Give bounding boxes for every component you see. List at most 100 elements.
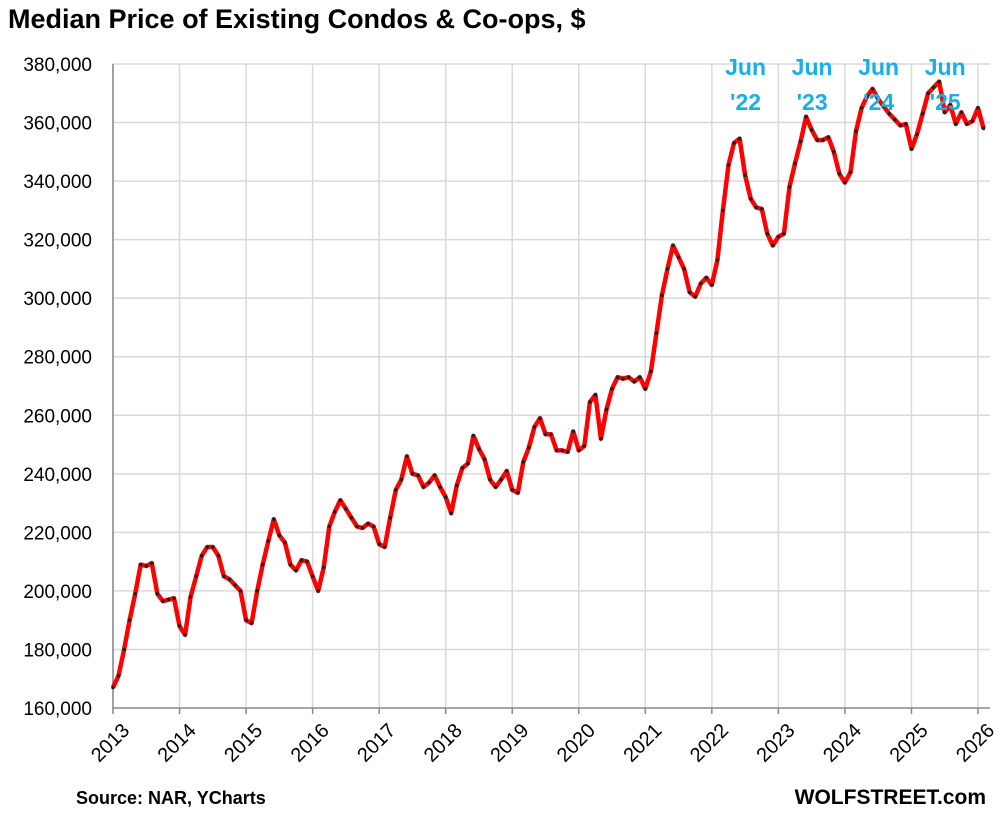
data-point [887, 112, 892, 116]
data-point [255, 589, 259, 593]
data-point [299, 558, 304, 562]
data-point [599, 436, 603, 441]
data-point [626, 375, 631, 380]
data-point [554, 448, 559, 453]
data-point [272, 517, 276, 521]
data-point [604, 407, 609, 412]
data-point [338, 498, 343, 503]
data-point [820, 138, 825, 142]
annotations: Jun '22 Jun '23 Jun '24 Jun '25 [725, 54, 966, 115]
data-point [194, 574, 198, 579]
data-point [809, 128, 814, 132]
data-point [865, 94, 869, 98]
data-point [660, 293, 664, 298]
data-point [283, 540, 287, 545]
data-point [410, 472, 415, 476]
data-point [593, 393, 598, 397]
data-point [743, 173, 747, 177]
data-point [848, 170, 853, 175]
x-tick-label: 2021 [619, 720, 666, 767]
data-point [266, 539, 271, 543]
y-tick-label: 360,000 [23, 114, 92, 135]
data-point [516, 491, 520, 495]
y-tick-label: 180,000 [23, 640, 92, 661]
data-point [926, 91, 930, 96]
data-point [870, 87, 875, 91]
y-tick-label: 320,000 [23, 231, 92, 252]
data-point [244, 618, 248, 622]
data-point [693, 294, 697, 299]
annotation-label: Jun [925, 54, 966, 80]
series-line [110, 79, 986, 689]
data-point [316, 589, 321, 593]
data-point [798, 139, 803, 144]
x-tick-label: 2017 [353, 720, 400, 767]
brand-watermark: WOLFSTREET.com [794, 786, 986, 809]
data-point [349, 515, 354, 520]
x-tick-label: 2024 [819, 720, 866, 767]
data-point [466, 461, 470, 466]
data-point [260, 562, 265, 567]
data-point [876, 97, 880, 101]
annotation-label: Jun [792, 54, 833, 80]
data-point [859, 106, 864, 110]
y-axis-tick-labels: 160,000 180,000 200,000 220,000 240,000 260,0… [23, 55, 92, 720]
data-point [222, 574, 226, 579]
data-point [565, 450, 570, 454]
data-point [394, 488, 398, 492]
data-point [482, 457, 487, 462]
data-point [615, 375, 620, 380]
data-point [333, 510, 337, 514]
annotation-label: '24 [863, 89, 894, 115]
data-point [443, 495, 448, 500]
data-point [183, 633, 187, 637]
y-tick-label: 260,000 [23, 406, 92, 427]
data-point [177, 624, 182, 628]
data-point [249, 621, 254, 625]
data-point [776, 234, 781, 239]
data-point [172, 596, 176, 600]
data-point [815, 138, 819, 142]
data-point [909, 147, 914, 151]
data-point [510, 488, 514, 492]
data-point [721, 208, 725, 213]
data-point [710, 283, 714, 287]
data-point [577, 448, 581, 453]
data-point [654, 331, 659, 336]
data-point [970, 119, 975, 123]
data-point [737, 136, 742, 141]
data-point [560, 448, 564, 453]
annotation-label: '25 [930, 89, 961, 115]
data-point [399, 477, 404, 482]
data-point [382, 545, 387, 549]
data-point [161, 599, 165, 603]
data-point [127, 618, 132, 622]
data-point [305, 559, 309, 564]
data-point [632, 379, 636, 384]
data-point [122, 647, 126, 652]
data-point [543, 432, 548, 437]
data-point [748, 196, 753, 201]
data-point [377, 542, 382, 546]
data-point [527, 445, 531, 450]
data-point [843, 180, 847, 185]
annotation-label: Jun [725, 54, 766, 80]
data-point [366, 521, 370, 526]
data-point [549, 432, 553, 437]
data-point [116, 674, 121, 678]
y-tick-label: 200,000 [23, 582, 92, 603]
data-point [471, 434, 476, 438]
data-point [931, 85, 936, 90]
data-point [321, 565, 326, 570]
data-point [521, 460, 526, 464]
x-tick-label: 2026 [952, 720, 999, 767]
data-point [504, 469, 509, 473]
data-point [676, 255, 681, 259]
data-point [687, 290, 692, 295]
data-point [455, 483, 459, 488]
data-point [449, 511, 454, 516]
data-point [804, 114, 808, 119]
data-point [111, 685, 115, 690]
data-point [915, 132, 919, 137]
data-point [904, 122, 908, 126]
